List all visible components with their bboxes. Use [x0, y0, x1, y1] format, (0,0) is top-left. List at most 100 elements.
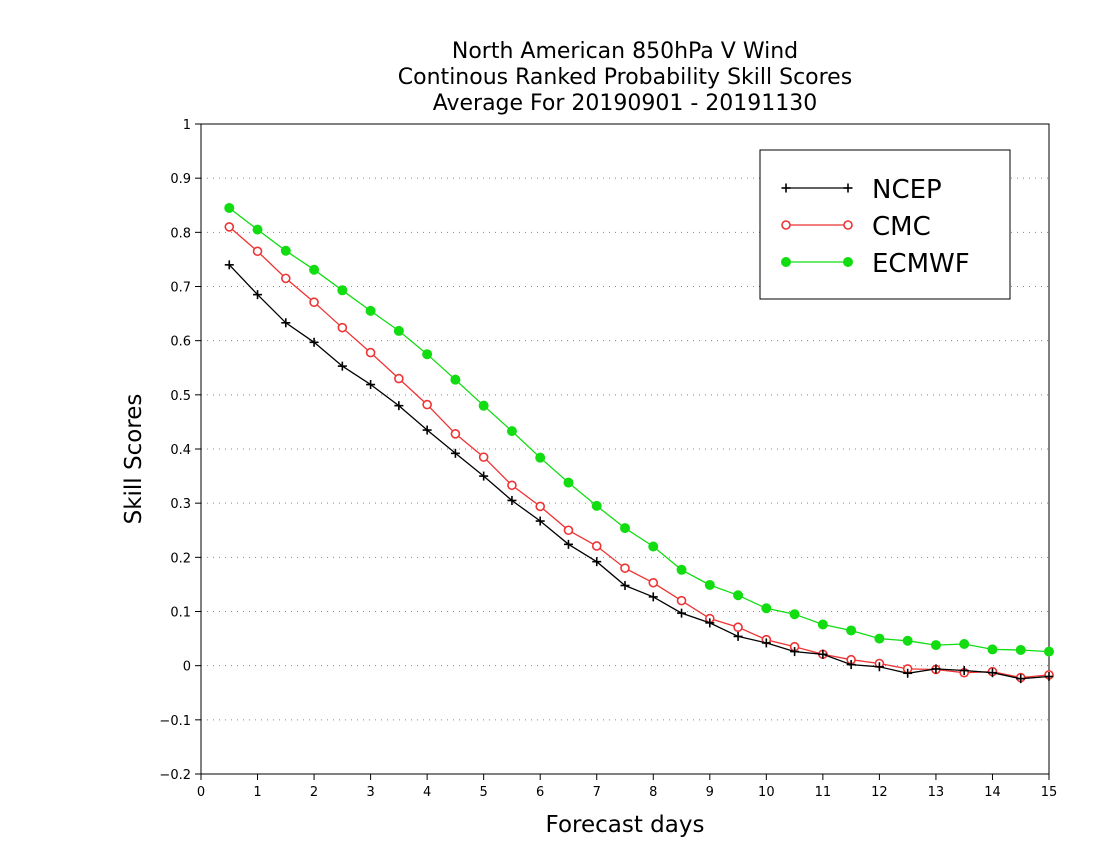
data-point-ecmwf — [422, 349, 433, 360]
legend-marker — [781, 257, 791, 267]
data-point-ncep — [705, 618, 715, 628]
data-point-ncep — [309, 337, 319, 347]
data-point-ecmwf — [563, 477, 574, 488]
data-point-cmc — [591, 541, 602, 551]
data-point-ncep — [337, 361, 347, 371]
series-ecmwf — [224, 202, 1054, 657]
data-point-ecmwf — [1015, 644, 1026, 655]
data-point-ncep — [1044, 672, 1054, 681]
data-point-cmc — [365, 347, 376, 358]
legend-label: CMC — [872, 212, 931, 242]
series-line-ncep — [228, 264, 1050, 680]
y-tick-label: 0.4 — [170, 443, 191, 458]
title-line-3: Average For 20190901 - 20191130 — [433, 91, 818, 116]
data-point-ecmwf — [591, 500, 602, 511]
data-point-cmc — [535, 501, 546, 512]
data-point-ncep — [535, 516, 545, 526]
legend-marker — [843, 257, 853, 267]
data-point-cmc — [507, 480, 517, 491]
data-point-cmc — [309, 297, 319, 308]
data-point-ncep — [790, 647, 800, 657]
y-tick-label: 0.3 — [170, 497, 191, 512]
data-point-ecmwf — [337, 285, 348, 296]
data-point-ncep — [818, 649, 828, 659]
legend-marker — [843, 183, 853, 193]
data-point-ncep — [959, 666, 969, 676]
y-axis-ticks: −0.2 −0.1 0 0.1 0.2 0.3 0.4 0.5 0.6 0.7 0.8 0.9 1 — [159, 118, 201, 783]
legend-item-ecmwf: ECMWF — [781, 249, 970, 279]
data-point-ncep — [761, 638, 771, 648]
data-point-ncep — [931, 664, 941, 674]
data-point-cmc — [252, 246, 263, 257]
data-point-ncep — [592, 557, 602, 567]
data-point-ncep — [903, 668, 913, 678]
x-tick-label: 3 — [366, 785, 374, 800]
data-point-ecmwf — [789, 609, 800, 620]
x-axis-label: Forecast days — [546, 812, 705, 838]
data-point-ecmwf — [1044, 646, 1054, 657]
x-tick-label: 5 — [480, 785, 488, 800]
data-point-ecmwf — [535, 452, 546, 463]
x-axis-ticks: 0 1 2 3 4 5 6 7 8 9 10 11 12 13 14 15 — [197, 774, 1057, 800]
data-point-ncep — [874, 662, 884, 672]
data-point-ncep — [677, 608, 687, 618]
y-tick-label: 0.1 — [170, 606, 191, 621]
legend-item-ncep: NCEP — [781, 175, 942, 205]
data-point-cmc — [733, 622, 743, 633]
data-point-ncep — [366, 380, 376, 390]
data-point-ncep — [733, 631, 743, 641]
data-point-ncep — [846, 660, 856, 670]
legend-item-cmc: CMC — [781, 212, 931, 242]
y-tick-label: 0.6 — [170, 335, 191, 350]
data-point-ncep — [987, 668, 997, 678]
x-tick-label: 9 — [706, 785, 714, 800]
title-line-2: Continous Ranked Probability Skill Score… — [398, 65, 852, 90]
x-tick-label: 12 — [871, 785, 888, 800]
legend-marker — [843, 220, 853, 230]
data-point-ecmwf — [930, 640, 941, 651]
title-line-1: North American 850hPa V Wind — [452, 39, 798, 64]
data-point-ecmwf — [620, 523, 630, 534]
data-point-ecmwf — [252, 224, 263, 235]
data-point-ncep — [253, 290, 263, 300]
y-axis-label: Skill Scores — [121, 394, 147, 525]
x-tick-label: 14 — [984, 785, 1001, 800]
x-tick-label: 10 — [758, 785, 775, 800]
data-point-ecmwf — [704, 579, 715, 590]
y-tick-label: 0.9 — [170, 172, 191, 187]
data-point-cmc — [563, 525, 574, 536]
data-point-ecmwf — [450, 374, 461, 385]
legend-label: ECMWF — [872, 249, 970, 279]
series — [224, 202, 1054, 684]
data-point-cmc — [280, 273, 291, 284]
data-point-cmc — [620, 563, 630, 573]
data-point-cmc — [224, 222, 235, 232]
x-tick-label: 1 — [253, 785, 261, 800]
data-point-ecmwf — [817, 619, 828, 630]
data-point-ncep — [563, 539, 573, 549]
x-tick-label: 15 — [1041, 785, 1058, 800]
data-point-ncep — [394, 401, 404, 411]
legend: NCEP CMC ECMWF — [759, 149, 1011, 300]
data-point-ecmwf — [733, 590, 744, 601]
x-tick-label: 0 — [197, 785, 205, 800]
y-tick-label: 1 — [183, 118, 191, 133]
legend-label: NCEP — [872, 175, 942, 205]
data-point-ecmwf — [506, 426, 517, 437]
data-point-cmc — [478, 452, 489, 462]
data-point-ncep — [224, 260, 234, 270]
x-tick-label: 2 — [310, 785, 318, 800]
data-point-cmc — [648, 577, 659, 588]
x-tick-label: 6 — [536, 785, 544, 800]
data-point-ecmwf — [280, 245, 291, 256]
data-point-ncep — [620, 581, 630, 590]
data-point-cmc — [394, 373, 404, 384]
x-tick-label: 11 — [815, 785, 832, 800]
data-point-ecmwf — [365, 305, 376, 316]
data-point-ncep — [648, 592, 658, 602]
data-point-cmc — [450, 429, 461, 439]
data-point-ecmwf — [309, 264, 320, 275]
data-point-cmc — [676, 595, 687, 606]
data-point-ecmwf — [846, 625, 857, 636]
